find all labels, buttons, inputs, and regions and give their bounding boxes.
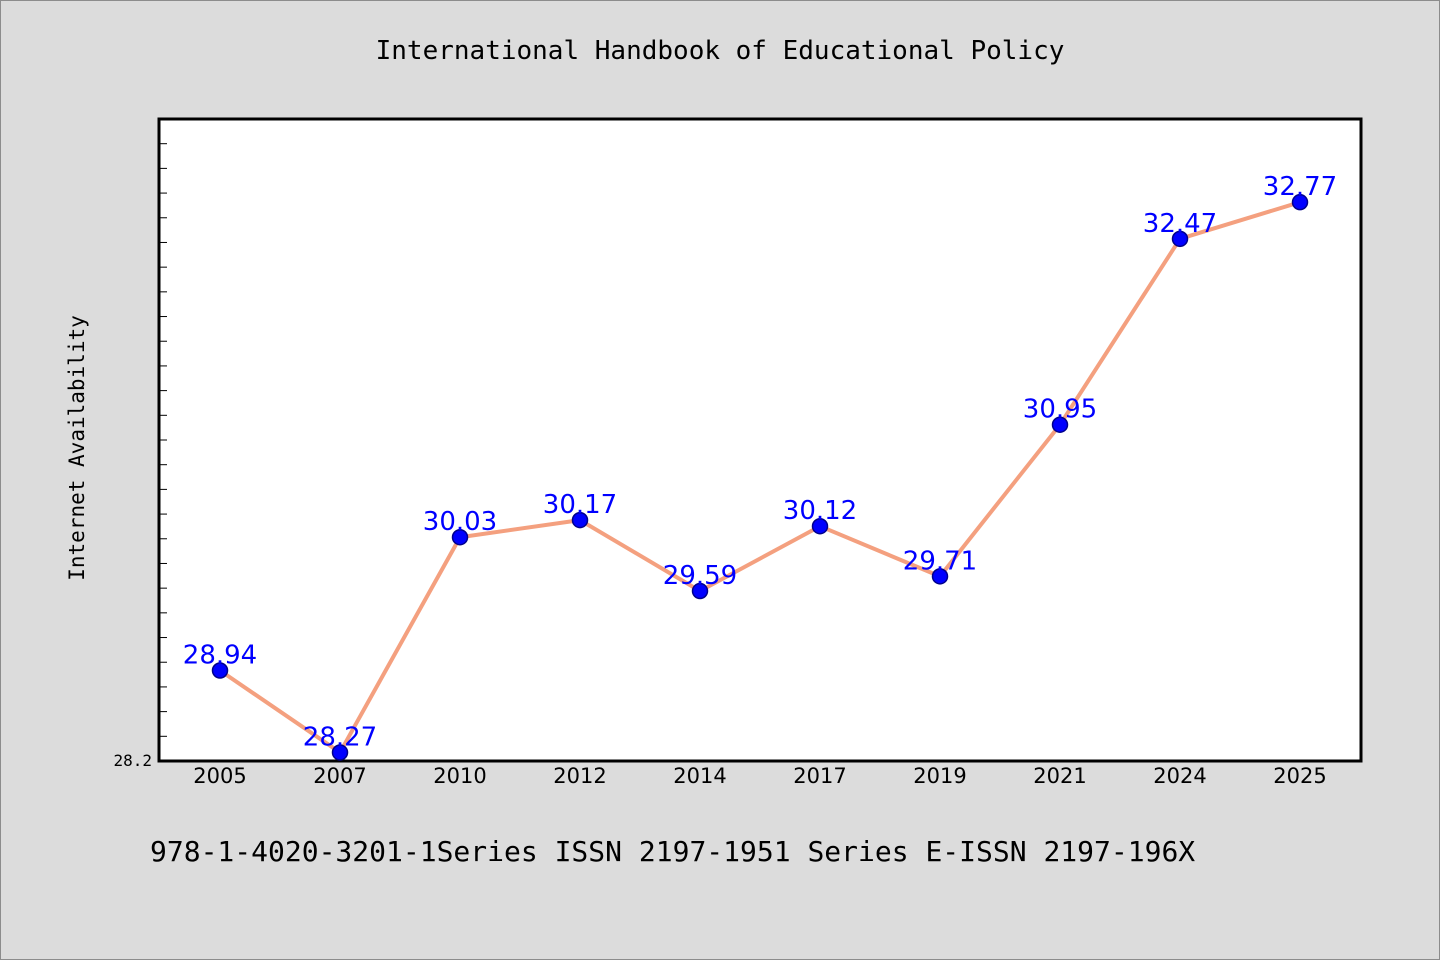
x-tick-label: 2019 <box>913 764 966 788</box>
data-label: 30.95 <box>1023 395 1097 425</box>
data-point <box>211 662 229 679</box>
chart-title: International Handbook of Educational Po… <box>375 36 1065 66</box>
data-point <box>1051 416 1069 433</box>
x-tick-label: 2021 <box>1033 764 1086 788</box>
x-tick-label: 2014 <box>673 764 726 788</box>
data-label: 32.77 <box>1263 172 1337 202</box>
data-point <box>1171 230 1189 248</box>
x-tick-label: 2010 <box>433 764 486 788</box>
x-tick-label: 2005 <box>193 764 246 788</box>
data-point <box>931 568 949 585</box>
x-tick-label: 2017 <box>793 764 846 788</box>
data-point <box>691 582 709 600</box>
data-point <box>451 528 469 546</box>
data-label: 28.27 <box>303 722 377 752</box>
data-label: 29.59 <box>663 561 737 591</box>
data-label: 30.12 <box>783 496 857 526</box>
y-tick-label: 28.2 <box>113 751 152 770</box>
plot-area <box>157 117 1363 763</box>
data-point <box>1291 193 1309 211</box>
x-tick-label: 2012 <box>553 764 606 788</box>
data-label: 29.71 <box>903 546 977 576</box>
series-line <box>218 200 1302 755</box>
x-tick-label: 2007 <box>313 764 366 788</box>
footer-text: 978-1-4020-3201-1Series ISSN 2197-1951 S… <box>150 835 1196 868</box>
data-label: 28.94 <box>183 641 257 671</box>
data-label: 32.47 <box>1143 209 1217 239</box>
data-label: 30.17 <box>543 490 617 520</box>
data-point <box>571 511 589 529</box>
data-point <box>811 517 829 535</box>
x-tick-label: 2024 <box>1153 764 1206 788</box>
data-point <box>331 744 349 761</box>
x-tick-label: 2025 <box>1273 764 1326 788</box>
data-label: 30.03 <box>423 507 497 537</box>
